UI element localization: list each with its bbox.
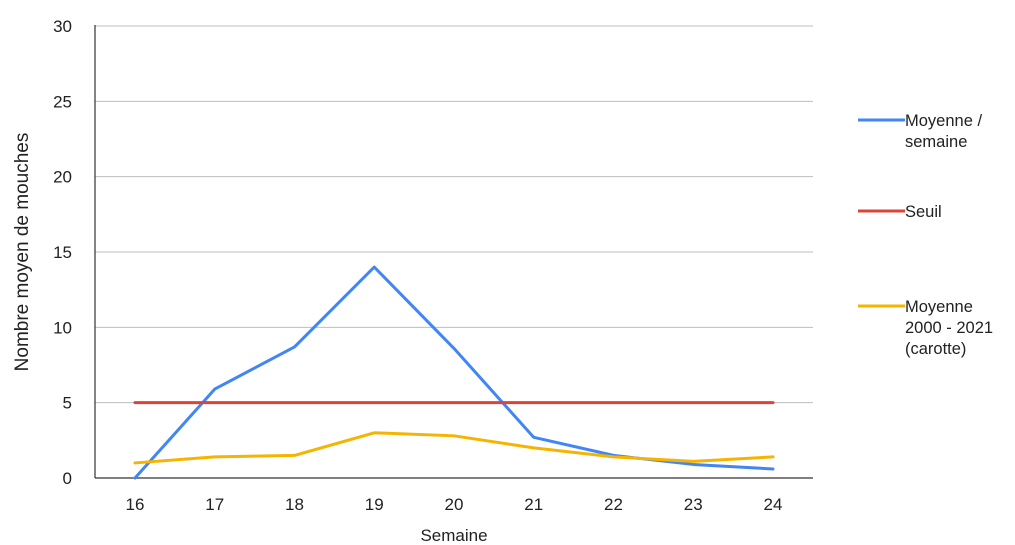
y-tick-label: 15: [53, 243, 72, 262]
legend-label: semaine: [905, 133, 967, 151]
series-line-3: [133, 431, 775, 465]
x-tick-label: 20: [445, 495, 464, 514]
y-tick-label: 20: [53, 168, 72, 187]
legend-item: Moyenne / semaine: [858, 112, 982, 151]
gridlines: [95, 25, 813, 404]
x-tick-label: 22: [604, 495, 623, 514]
x-tick-label: 19: [365, 495, 384, 514]
x-tick-label: 21: [524, 495, 543, 514]
legend-label: Moyenne /: [905, 112, 982, 130]
x-axis-ticks: 16 17 18 19 20 21 22 23 24: [126, 495, 783, 514]
y-axis-ticks: 0 5 10 15 20 25 30: [53, 17, 72, 488]
y-tick-label: 30: [53, 17, 72, 36]
series-line-1: [133, 265, 775, 480]
series-lines: [133, 265, 775, 480]
x-tick-label: 24: [764, 495, 783, 514]
legend-label: Moyenne: [905, 298, 973, 316]
x-tick-label: 23: [684, 495, 703, 514]
y-tick-label: 10: [53, 318, 72, 337]
legend-label: (carotte): [905, 340, 966, 358]
y-tick-label: 5: [63, 394, 72, 413]
legend-item: Seuil: [858, 203, 942, 221]
x-axis-title: Semaine: [420, 526, 487, 545]
y-tick-label: 25: [53, 92, 72, 111]
legend-label: 2000 - 2021: [905, 319, 993, 337]
legend: Moyenne / semaine Seuil Moyenne 2000 - 2021 (…: [858, 112, 993, 358]
x-tick-label: 16: [126, 495, 145, 514]
legend-label: Seuil: [905, 203, 942, 221]
y-tick-label: 0: [63, 469, 72, 488]
x-tick-label: 17: [205, 495, 224, 514]
legend-item: Moyenne 2000 - 2021 (carotte): [858, 298, 993, 358]
x-tick-label: 18: [285, 495, 304, 514]
y-axis-title: Nombre moyen de mouches: [12, 133, 33, 372]
